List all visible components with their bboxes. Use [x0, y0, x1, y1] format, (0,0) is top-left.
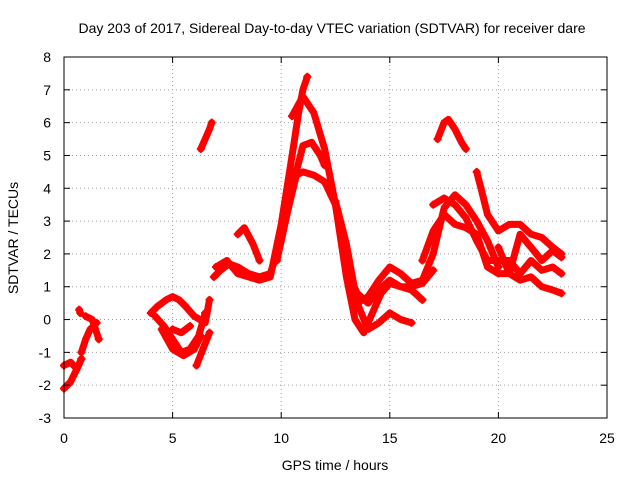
- data-point-marker: [272, 256, 281, 265]
- x-tick-label: 20: [491, 430, 507, 446]
- y-tick-label: 6: [43, 115, 51, 131]
- data-point-marker: [255, 256, 264, 265]
- x-tick-label: 5: [169, 430, 177, 446]
- data-point-marker: [418, 256, 427, 265]
- y-tick-label: 8: [43, 49, 51, 65]
- y-tick-label: 7: [43, 82, 51, 98]
- data-point-marker: [207, 118, 216, 127]
- y-tick-label: 4: [43, 180, 51, 196]
- data-point-marker: [433, 135, 442, 144]
- data-point-marker: [81, 312, 90, 321]
- data-series-track-10: [193, 329, 213, 369]
- data-series-track-23: [494, 230, 565, 278]
- data-series-track-21: [434, 115, 470, 153]
- data-point-marker: [353, 299, 362, 308]
- data-point-marker: [94, 335, 103, 344]
- data-series-track-20: [429, 194, 565, 278]
- data-point-marker: [185, 322, 194, 331]
- data-point-marker: [429, 200, 438, 209]
- data-point-marker: [146, 308, 155, 317]
- data-point-marker: [303, 72, 312, 81]
- data-point-marker: [418, 295, 427, 304]
- data-point-marker: [557, 269, 566, 278]
- data-point-marker: [288, 112, 297, 121]
- data-series-track-8: [158, 325, 205, 360]
- data-point-marker: [205, 295, 214, 304]
- data-point-marker: [407, 318, 416, 327]
- y-tick-label: -3: [39, 410, 52, 426]
- data-point-marker: [331, 197, 340, 206]
- data-point-marker: [77, 348, 86, 357]
- x-tick-label: 25: [599, 430, 615, 446]
- y-tick-label: -2: [39, 377, 52, 393]
- data-point-marker: [494, 243, 503, 252]
- x-axis-label: GPS time / hours: [282, 457, 389, 473]
- x-tick-label: 10: [273, 430, 289, 446]
- data-point-marker: [233, 230, 242, 239]
- data-series-track-2: [60, 355, 85, 373]
- data-series-track-19: [418, 211, 565, 297]
- data-series-track-11: [197, 119, 216, 153]
- y-tick-label: 0: [43, 312, 51, 328]
- x-axis: 0 5 10 15 20 25: [60, 57, 615, 446]
- data-point-marker: [557, 289, 566, 298]
- data-series-track-4: [82, 312, 103, 343]
- data-series-track-14: [234, 224, 263, 264]
- plot-frame: [63, 56, 608, 419]
- y-tick-label: 5: [43, 147, 51, 163]
- data-series-track-18: [353, 191, 502, 307]
- y-tick-label: 1: [43, 279, 51, 295]
- data-series-track-22: [473, 168, 565, 258]
- chart-title: Day 203 of 2017, Sidereal Day-to-day VTE…: [78, 20, 585, 36]
- data-point-marker: [196, 331, 205, 340]
- data-point-marker: [201, 308, 210, 317]
- y-tick-label: 3: [43, 213, 51, 229]
- data-series: [60, 72, 566, 393]
- data-series-track-12: [210, 138, 329, 281]
- data-series-track-9: [169, 322, 194, 337]
- data-series-track-16: [288, 92, 426, 337]
- data-series-track-17: [332, 197, 415, 333]
- data-point-marker: [205, 328, 214, 337]
- data-point-marker: [196, 144, 205, 153]
- data-point-marker: [209, 272, 218, 281]
- x-tick-label: 15: [382, 430, 398, 446]
- y-tick-label: -1: [39, 344, 52, 360]
- data-point-marker: [151, 312, 160, 321]
- data-point-marker: [192, 361, 201, 370]
- data-point-marker: [212, 263, 221, 272]
- data-point-marker: [472, 167, 481, 176]
- data-point-marker: [157, 325, 166, 334]
- data-point-marker: [76, 308, 85, 317]
- data-point-marker: [429, 266, 438, 275]
- data-point-marker: [168, 325, 177, 334]
- data-point-marker: [461, 144, 470, 153]
- x-tick-label: 0: [60, 430, 68, 446]
- y-axis-label: SDTVAR / TECUs: [5, 182, 21, 294]
- y-tick-label: 2: [43, 246, 51, 262]
- y-axis: -3 -2 -1 0 1 2 3 4 5 6 7 8: [39, 49, 607, 426]
- data-point-marker: [557, 253, 566, 262]
